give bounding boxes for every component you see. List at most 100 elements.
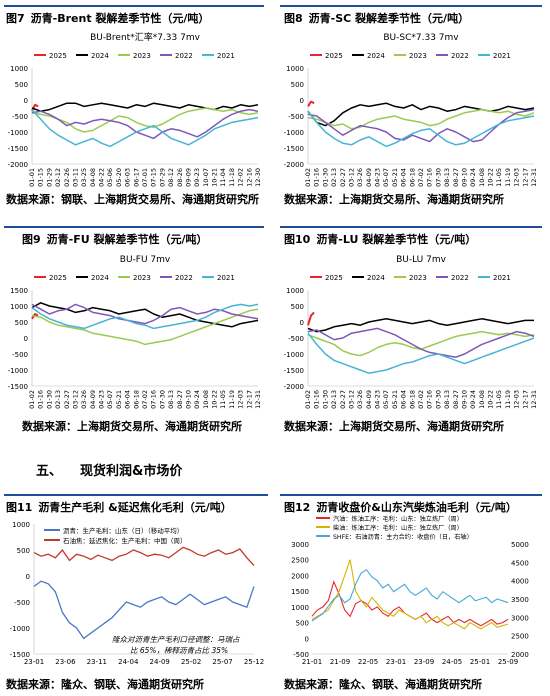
x-tick-label: 10-08 [202,390,210,409]
legend-label: 2025 [49,52,67,60]
x-tick-label: 01-29 [45,168,53,187]
x-tick-label: 07-01 [141,168,149,187]
x-tick-label: 07-02 [417,168,425,187]
x-tick-label: 24-05 [442,658,462,666]
y-tick-label: 500 [15,319,28,327]
figure-number: 图10 [284,233,311,246]
x-tick-label: 04-09 [365,168,373,187]
figure-title: 沥青生产毛利 &延迟焦化毛利（元/吨） [38,501,232,514]
x-tick-label: 03-12 [71,390,79,409]
y-tick-label: -2000 [8,161,28,169]
y-tick-label-left: 3000 [291,541,309,549]
figure-title: 沥青-FU 裂解差季节性（元/吨） [46,233,208,246]
legend-label: 2022 [175,52,193,60]
x-tick-label: 04-22 [98,168,106,187]
series-line-2024 [307,318,534,333]
series-line [311,580,509,627]
y-tick-label: 0 [26,573,30,581]
y-tick-label: -2000 [284,383,304,391]
series-line-2025 [31,313,39,320]
y-tick-label: -1500 [284,145,304,153]
y-tick-label: -1000 [284,129,304,137]
x-tick-label: 12-31 [530,168,538,187]
figure-7-title: 图7 沥青-Brent 裂解差季节性（元/吨） [6,10,209,26]
x-tick-label: 03-26 [356,390,364,409]
x-tick-label: 21-01 [302,658,322,666]
x-tick-label: 01-02 [304,390,312,409]
x-tick-label: 12-17 [521,390,529,409]
y-tick-label: 0 [300,319,304,327]
legend-label: 2021 [217,52,235,60]
x-tick-label: 07-30 [434,168,442,187]
y-tick-label-left: 500 [296,620,309,628]
y-tick-label: -1000 [8,129,28,137]
y-tick-label: -1000 [8,367,28,375]
x-tick-label: 12-30 [254,168,262,187]
x-tick-label: 01-30 [321,168,329,187]
x-tick-label: 08-13 [167,390,175,409]
x-tick-label: 12-17 [245,390,253,409]
x-tick-label: 09-09 [184,168,192,187]
x-tick-label: 07-29 [158,168,166,187]
y-tick-label-left: 1000 [291,604,309,612]
figure-12-source: 数据来源：隆众、钢联、海通期货研究所 [284,678,482,691]
legend-label: 2025 [325,274,343,282]
x-tick-label: 09-10 [184,390,192,409]
figure-number: 图8 [284,12,303,25]
x-tick-label: 09-10 [460,390,468,409]
x-tick-label: 21-09 [330,658,350,666]
x-tick-label: 05-20 [115,168,123,187]
x-tick-label: 06-17 [132,168,140,187]
y-tick-label-right: 3000 [511,614,529,622]
y-tick-label-left: 1500 [291,588,309,596]
y-tick-label: 1000 [286,287,304,295]
figure-11-source: 数据来源：隆众、钢联、海通期货研究所 [6,678,204,691]
y-tick-label-right: 4500 [511,559,529,567]
x-tick-label: 23-09 [414,658,434,666]
x-tick-label: 11-19 [504,168,512,187]
x-tick-label: 01-30 [321,390,329,409]
x-tick-label: 09-24 [469,390,477,409]
series-line-2023 [307,108,535,130]
y-tick-label-right: 2500 [511,633,529,641]
x-tick-label: 12-03 [513,168,521,187]
series-line-2022 [307,327,535,358]
x-tick-label: 04-09 [89,390,97,409]
x-tick-label: 25-07 [212,658,232,666]
y-tick-label-left: 0 [305,635,309,643]
x-tick-label: 06-18 [408,168,416,187]
series-line-2024 [307,102,535,127]
y-tick-label: 1000 [12,521,30,529]
series-line-2023 [31,308,259,346]
series-line-2025 [307,100,315,107]
y-tick-label: -1500 [8,383,28,391]
x-tick-label: 11-19 [504,390,512,409]
x-tick-label: 01-02 [304,168,312,187]
x-tick-label: 02-27 [63,390,71,409]
y-tick-label: -500 [12,113,28,121]
x-tick-label: 25-01 [470,658,490,666]
legend-label: 2024 [91,52,109,60]
x-tick-label: 02-27 [339,390,347,409]
x-tick-label: 08-12 [167,168,175,187]
y-tick-label: -500 [14,599,30,607]
figure-number: 图11 [6,501,33,514]
figure-number: 图7 [6,12,25,25]
x-tick-label: 05-21 [115,390,123,409]
x-tick-label: 04-23 [374,168,382,187]
x-tick-label: 23-11 [87,658,107,666]
x-tick-label: 22-05 [358,658,378,666]
x-tick-label: 08-27 [452,390,460,409]
x-tick-label: 23-01 [24,658,44,666]
x-tick-label: 03-25 [80,168,88,187]
x-tick-label: 06-18 [408,390,416,409]
x-tick-label: 25-09 [498,658,518,666]
x-tick-label: 08-13 [443,168,451,187]
y-tick-label: 1000 [286,65,304,73]
series-line-2021 [31,109,259,148]
x-tick-label: 02-26 [63,168,71,187]
x-tick-label: 04-23 [374,390,382,409]
legend-label: 2023 [409,52,427,60]
figure-number: 图9 [22,233,41,246]
x-tick-label: 08-13 [443,390,451,409]
